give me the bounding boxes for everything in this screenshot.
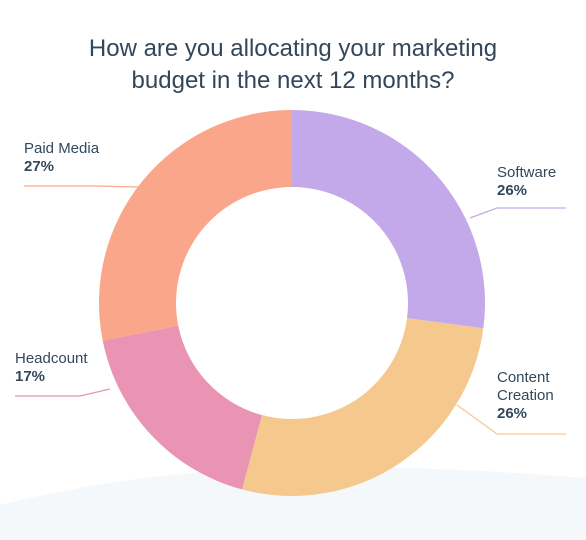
slice-headcount: [102, 325, 262, 490]
label-content-creation-name-1: Content: [497, 369, 550, 386]
label-paid-media-value: 27%: [24, 158, 55, 175]
label-software-name: Software: [497, 164, 557, 181]
chart-title-line-1: How are you allocating your marketing: [88, 35, 498, 62]
label-software-value: 26%: [497, 182, 528, 199]
label-content-creation-name-2: Creation: [497, 387, 554, 404]
label-headcount-name: Headcount: [15, 350, 88, 367]
slice-software: [292, 110, 485, 329]
label-headcount: Headcount 17%: [15, 350, 88, 386]
slice-content-creation: [242, 318, 484, 496]
slice-paid-media: [98, 110, 292, 341]
label-software: Software 26%: [497, 164, 556, 200]
chart-title-line-2: budget in the next 12 months?: [131, 67, 455, 94]
donut-slices: [98, 110, 485, 496]
label-leader-lines: [15, 185, 566, 435]
leader-line-content-creation: [456, 404, 566, 435]
leader-line-software: [469, 207, 566, 219]
leader-line-headcount: [15, 388, 111, 397]
leader-line-paid-media: [24, 185, 141, 188]
label-content-creation-value: 26%: [497, 405, 528, 422]
label-paid-media-name: Paid Media: [24, 140, 100, 157]
label-paid-media: Paid Media 27%: [24, 140, 99, 176]
label-headcount-value: 17%: [15, 368, 46, 385]
chart-title: How are you allocating your marketing bu…: [0, 33, 586, 97]
label-content-creation: Content Creation 26%: [497, 369, 554, 423]
